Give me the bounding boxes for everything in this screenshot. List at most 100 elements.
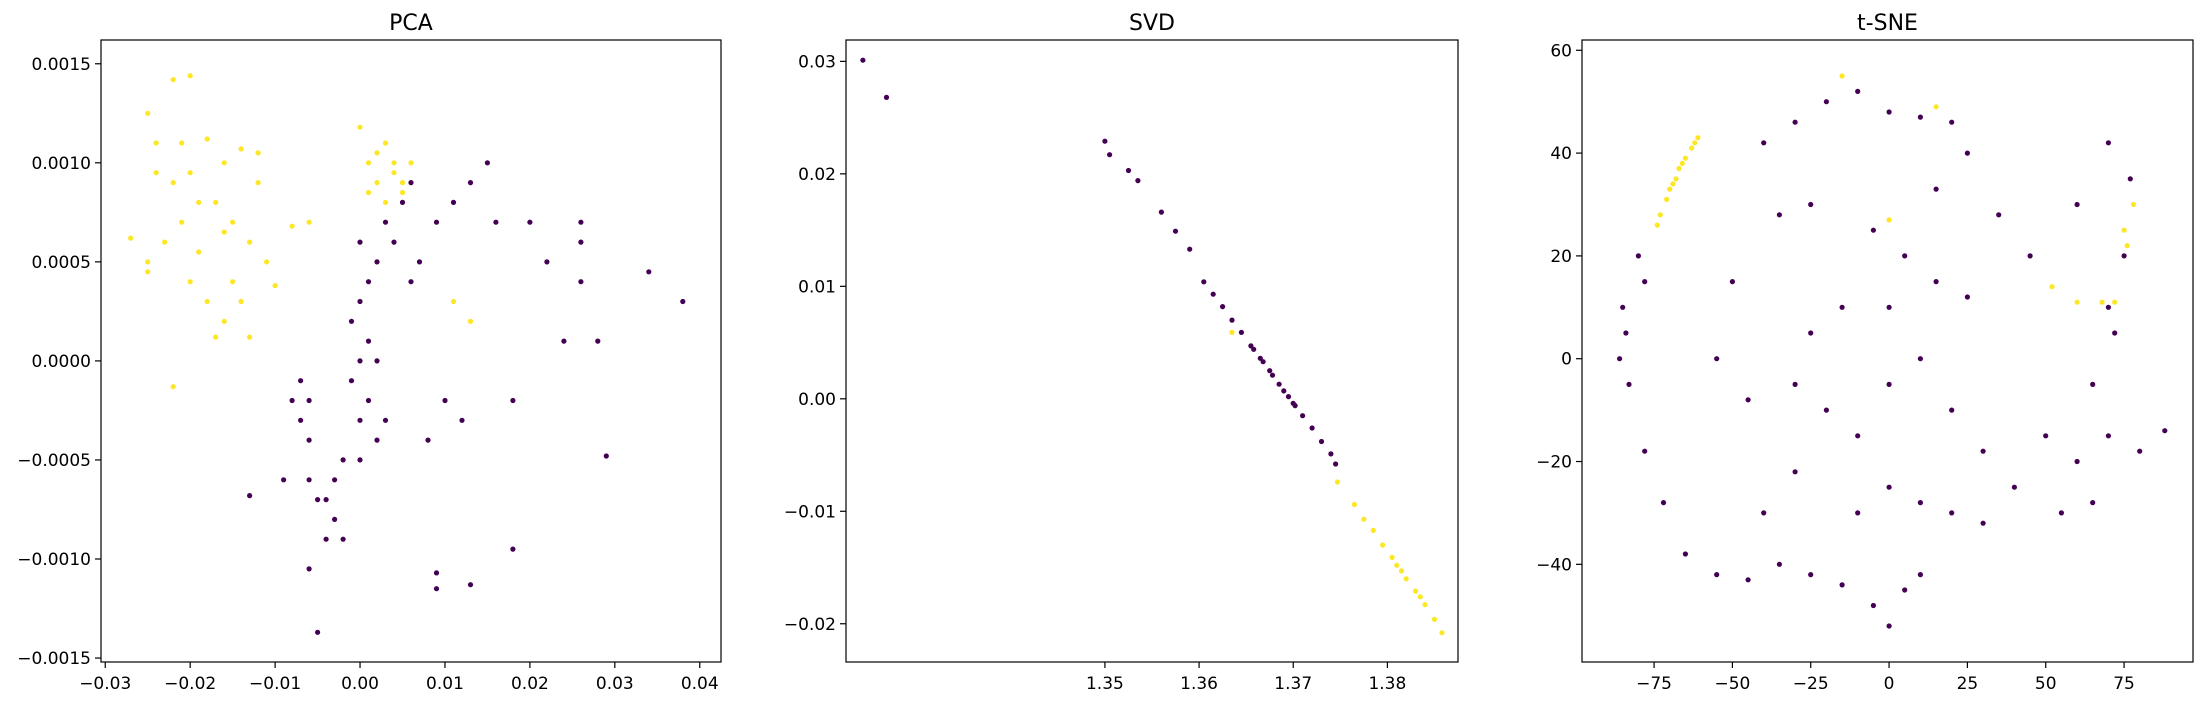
svd-ytick-label: 0.01: [798, 277, 836, 297]
pca-xtick-label: 0.01: [426, 674, 464, 694]
svd-point: [1309, 425, 1315, 431]
pca-point: [204, 298, 210, 305]
pca-point: [145, 259, 151, 265]
pca-point: [204, 136, 210, 142]
tsne-point: [2074, 299, 2080, 305]
pca-point: [145, 110, 151, 116]
tsne-point: [1886, 217, 1892, 223]
tsne-point: [1657, 212, 1663, 218]
tsne-xtick-label: 25: [1957, 674, 1979, 694]
tsne-point: [1855, 510, 1861, 516]
pca-point: [247, 493, 253, 499]
tsne-series-class-0: [1617, 88, 2168, 629]
tsne-point: [1679, 160, 1685, 166]
svd-point: [1389, 554, 1395, 561]
tsne-point: [1917, 572, 1923, 578]
tsne-point: [1886, 109, 1892, 115]
svd-point: [1334, 479, 1341, 485]
tsne-ytick-label: −40: [1536, 555, 1572, 575]
svd-point: [1251, 346, 1257, 352]
pca-point: [187, 279, 193, 285]
tsne-xtick-label: 75: [2113, 674, 2135, 694]
pca-point: [382, 199, 389, 205]
tsne-point: [1761, 140, 1767, 146]
pca-point: [510, 546, 516, 552]
tsne-point: [1695, 135, 1701, 141]
pca-point: [247, 334, 253, 340]
pca-point: [382, 219, 389, 225]
pca-point: [450, 199, 457, 205]
tsne-point: [1792, 469, 1798, 475]
tsne-point: [1761, 510, 1767, 516]
pca-point: [145, 269, 151, 275]
pca-panel: PCA −0.03 −0.02 −0.01 0.00 0.01 0.02 0.03 0.04 −0…: [17, 11, 722, 694]
pca-ytick-label: −0.0015: [17, 649, 91, 669]
pca-point: [306, 477, 312, 483]
tsne-point: [1660, 500, 1667, 506]
tsne-panel: t-SNE −75 −50 −25 0 25 50 75 −40 −20 0 20 40 60: [1536, 11, 2194, 694]
pca-point: [365, 397, 372, 404]
pca-point: [213, 334, 219, 340]
svd-ytick-label: −0.02: [784, 615, 836, 635]
pca-xtick-label: 0.02: [511, 674, 549, 694]
pca-point: [255, 180, 261, 186]
pca-ytick-label: −0.0010: [17, 550, 91, 570]
pca-point: [399, 180, 406, 186]
pca-point: [323, 536, 329, 542]
pca-point: [332, 477, 338, 483]
tsne-point: [2090, 500, 2096, 506]
tsne-point: [1980, 448, 1986, 454]
pca-point: [578, 219, 584, 225]
tsne-point: [2099, 299, 2105, 305]
svd-xtick-label: 1.37: [1274, 674, 1312, 694]
pca-point: [128, 235, 134, 241]
svd-point: [1417, 594, 1423, 600]
pca-point: [289, 397, 295, 404]
pca-xtick-label: 0.03: [596, 674, 634, 694]
pca-point: [374, 180, 380, 186]
svd-point: [1328, 451, 1334, 457]
pca-point: [255, 150, 261, 156]
pca-point: [365, 279, 372, 285]
tsne-point: [2124, 243, 2130, 249]
pca-point: [153, 170, 159, 176]
svd-point: [1370, 527, 1376, 534]
tsne-point: [1964, 150, 1970, 156]
pca-point: [306, 566, 312, 572]
tsne-point: [1808, 572, 1814, 578]
svd-xtick-label: 1.36: [1180, 674, 1218, 694]
pca-point: [603, 453, 609, 459]
svd-point: [1361, 516, 1367, 522]
tsne-point: [2105, 304, 2111, 310]
tsne-point: [1839, 304, 1845, 310]
svd-xtick-label: 1.35: [1086, 674, 1124, 694]
tsne-point: [1654, 222, 1660, 228]
pca-ytick-label: 0.0000: [32, 352, 91, 372]
pca-point: [170, 77, 176, 83]
tsne-ytick-label: 20: [1550, 247, 1572, 267]
pca-point: [247, 239, 253, 245]
tsne-point: [1617, 356, 1623, 362]
tsne-point: [2090, 381, 2096, 387]
tsne-point: [1886, 484, 1892, 490]
pca-point: [357, 358, 363, 364]
pca-point: [298, 378, 304, 384]
tsne-point: [1682, 155, 1688, 161]
pca-point: [357, 239, 363, 245]
tsne-point: [1996, 212, 2002, 218]
pca-point: [187, 170, 193, 176]
pca-xtick-label: −0.01: [249, 674, 301, 694]
tsne-point: [2074, 458, 2080, 465]
pca-point: [315, 497, 321, 503]
svd-point: [1260, 359, 1266, 365]
pca-point: [221, 229, 227, 235]
pca-plot-area: [100, 39, 722, 663]
tsne-xtick-label: 50: [2035, 674, 2057, 694]
pca-point: [357, 124, 363, 130]
tsne-point: [1676, 165, 1682, 172]
svd-point: [1135, 178, 1141, 184]
tsne-title: t-SNE: [1857, 11, 1918, 36]
svd-point: [1398, 568, 1405, 574]
tsne-point: [1808, 201, 1814, 208]
pca-point: [281, 477, 287, 483]
